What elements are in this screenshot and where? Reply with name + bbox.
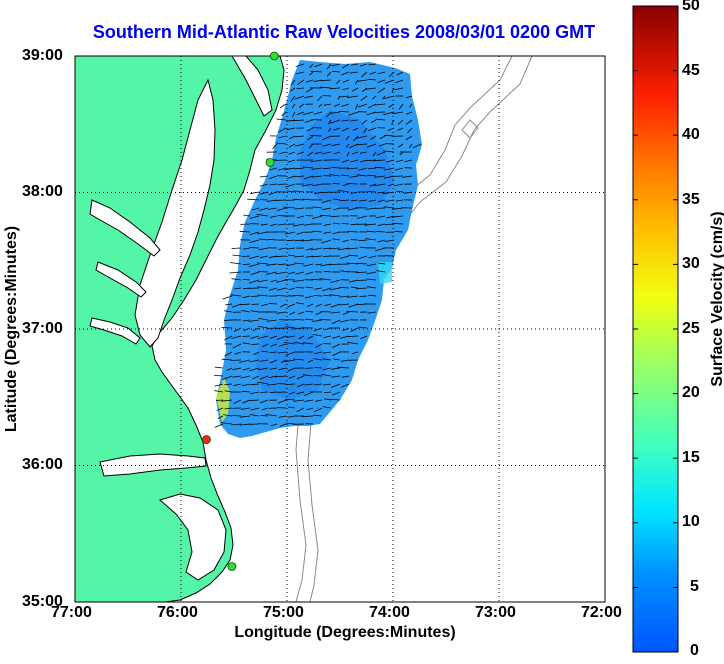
colorbar-tick-label: 40 <box>682 126 700 144</box>
current-vector <box>250 248 259 249</box>
map-title: Southern Mid-Atlantic Raw Velocities 200… <box>58 22 630 43</box>
colorbar-tick-label: 45 <box>682 62 700 80</box>
current-vector <box>260 392 268 393</box>
colorbar-tick-label: 25 <box>682 320 700 338</box>
current-vector <box>305 216 313 217</box>
current-vector <box>242 256 250 257</box>
y-tick-label: 36:00 <box>22 456 63 474</box>
x-tick-label: 74:00 <box>369 604 410 622</box>
current-vector <box>251 296 259 297</box>
y-tick-label: 37:00 <box>22 320 63 338</box>
current-vector <box>231 360 241 361</box>
current-vector <box>278 184 286 185</box>
colorbar-tick-label: 0 <box>690 642 699 660</box>
y-tick-label: 39:00 <box>22 47 63 65</box>
colorbar-tick-label: 5 <box>690 578 699 596</box>
current-vector <box>357 280 367 281</box>
current-vector <box>232 416 241 417</box>
y-tick-label: 35:00 <box>22 593 63 611</box>
current-vector <box>367 192 376 193</box>
station-marker <box>266 158 274 166</box>
current-vector <box>374 112 386 113</box>
colorbar-tick-label: 10 <box>682 513 700 531</box>
current-vector <box>319 320 331 321</box>
colorbar-tick-label: 35 <box>682 191 700 209</box>
x-tick-label: 75:00 <box>263 604 304 622</box>
current-vector <box>258 272 268 273</box>
x-tick-label: 72:00 <box>581 604 622 622</box>
current-vector <box>275 200 286 201</box>
current-vector <box>285 280 295 281</box>
x-tick-label: 76:00 <box>157 604 198 622</box>
current-vector <box>314 368 322 369</box>
current-vector <box>314 296 322 297</box>
current-vector <box>242 336 250 337</box>
colorbar-tick-label: 50 <box>682 0 700 15</box>
station-marker <box>228 563 236 571</box>
current-vector <box>252 304 259 305</box>
colorbar-tick-label: 20 <box>682 384 700 402</box>
current-vector <box>276 296 286 297</box>
colorbar-tick-label: 15 <box>682 449 700 467</box>
current-vector <box>332 168 340 169</box>
y-axis-label: Latitude (Degrees:Minutes) <box>3 209 21 449</box>
colorbar <box>633 6 678 652</box>
station-marker <box>270 52 278 60</box>
y-tick-label: 38:00 <box>22 183 63 201</box>
colorbar-label: Surface Velocity (cm/s) <box>709 179 724 419</box>
x-tick-label: 73:00 <box>475 604 516 622</box>
current-vector <box>266 328 277 329</box>
current-vector <box>275 160 287 161</box>
current-vector <box>323 344 331 345</box>
current-vector <box>216 400 223 401</box>
x-axis-label: Longitude (Degrees:Minutes) <box>180 624 510 642</box>
current-vector <box>347 184 358 185</box>
current-vector <box>310 136 322 137</box>
station-marker <box>202 436 210 444</box>
current-vector <box>359 296 367 297</box>
current-vector <box>232 248 241 249</box>
velocity-field-cyan-patch <box>378 262 392 284</box>
colorbar-tick-label: 30 <box>682 255 700 273</box>
